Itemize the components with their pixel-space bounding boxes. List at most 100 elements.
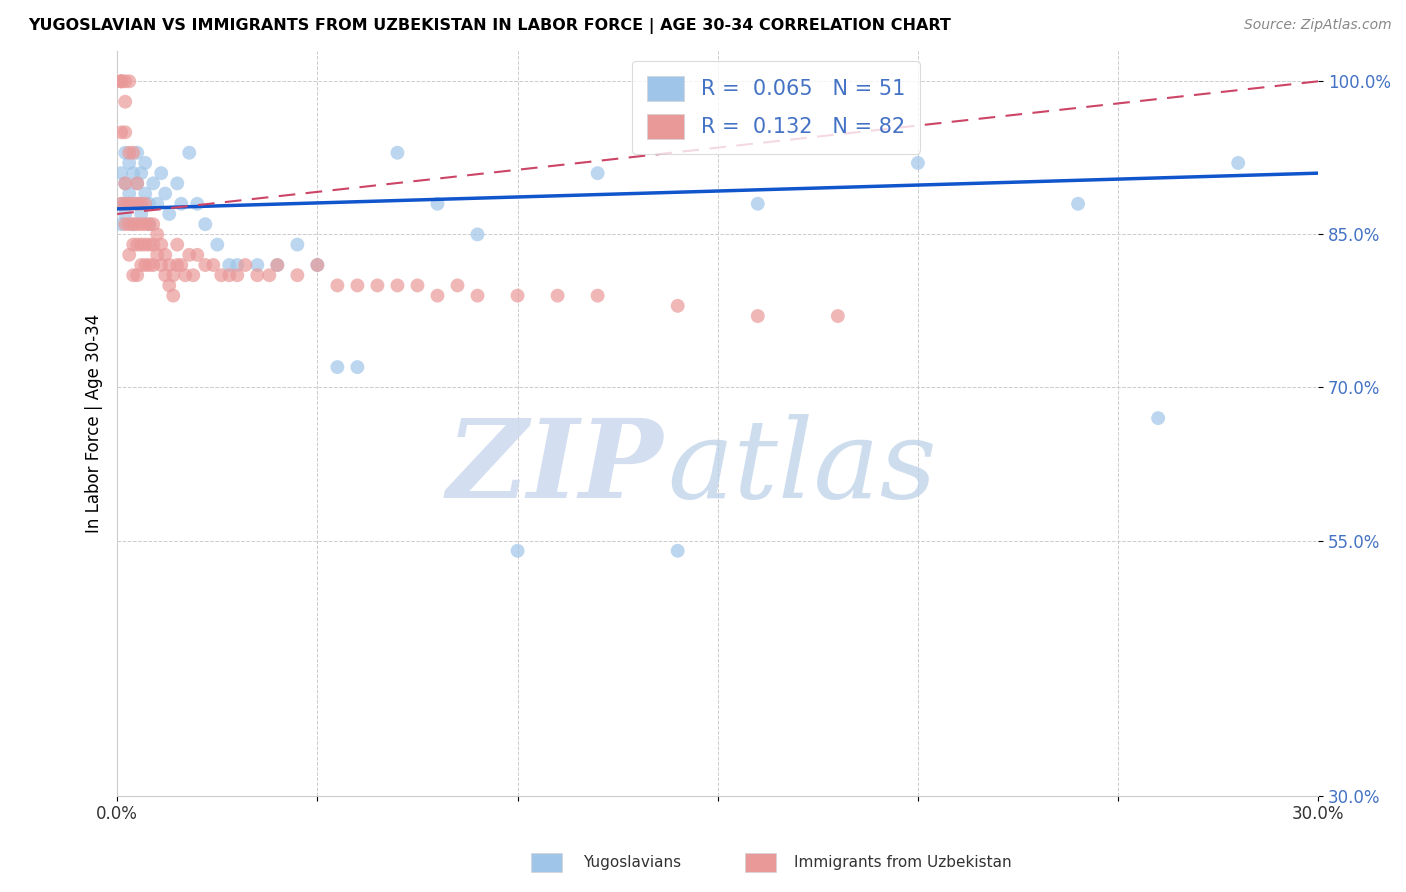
Point: [127, 217, 149, 231]
Point: [194, 258, 217, 272]
Point: [266, 258, 288, 272]
Legend: R =  0.065   N = 51, R =  0.132   N = 82: R = 0.065 N = 51, R = 0.132 N = 82: [633, 61, 920, 153]
Point: [146, 196, 169, 211]
Point: [129, 207, 152, 221]
Point: [346, 278, 368, 293]
Point: [179, 145, 201, 160]
Point: [666, 543, 689, 558]
Point: [246, 268, 269, 283]
Point: [150, 258, 173, 272]
Point: [1067, 196, 1090, 211]
Point: [155, 268, 177, 283]
Point: [118, 145, 141, 160]
Point: [827, 309, 849, 323]
Point: [110, 196, 132, 211]
Point: [155, 186, 177, 201]
Point: [387, 278, 409, 293]
Point: [346, 360, 368, 375]
Point: [138, 258, 160, 272]
Point: [387, 145, 409, 160]
Point: [218, 258, 240, 272]
Point: [233, 258, 256, 272]
Text: atlas: atlas: [668, 414, 936, 522]
Point: [218, 268, 240, 283]
Point: [162, 288, 184, 302]
Point: [181, 268, 204, 283]
Point: [259, 268, 281, 283]
Point: [157, 258, 180, 272]
Point: [166, 177, 188, 191]
Point: [166, 237, 188, 252]
Point: [142, 237, 165, 252]
Point: [138, 196, 160, 211]
Point: [666, 299, 689, 313]
Point: [134, 237, 156, 252]
Point: [114, 125, 136, 139]
Point: [134, 186, 156, 201]
Point: [186, 248, 208, 262]
Point: [122, 166, 145, 180]
Point: [426, 196, 449, 211]
Point: [138, 237, 160, 252]
Text: Immigrants from Uzbekistan: Immigrants from Uzbekistan: [794, 855, 1012, 870]
Point: [170, 258, 193, 272]
Point: [150, 166, 173, 180]
Point: [129, 217, 152, 231]
Point: [146, 227, 169, 242]
Point: [138, 217, 160, 231]
Point: [1147, 411, 1170, 425]
Point: [118, 74, 141, 88]
Point: [129, 166, 152, 180]
Point: [122, 217, 145, 231]
Point: [157, 207, 180, 221]
Point: [114, 74, 136, 88]
Point: [110, 217, 132, 231]
Point: [307, 258, 329, 272]
Point: [110, 74, 132, 88]
Point: [307, 258, 329, 272]
Point: [326, 360, 349, 375]
Text: Yugoslavians: Yugoslavians: [583, 855, 682, 870]
Point: [366, 278, 388, 293]
Point: [110, 74, 132, 88]
Point: [127, 196, 149, 211]
Point: [129, 196, 152, 211]
Point: [127, 237, 149, 252]
Point: [114, 177, 136, 191]
Point: [134, 258, 156, 272]
Point: [467, 227, 489, 242]
Point: [134, 156, 156, 170]
Point: [110, 166, 132, 180]
Point: [207, 237, 229, 252]
Point: [747, 196, 769, 211]
Point: [446, 278, 468, 293]
Point: [142, 258, 165, 272]
Point: [114, 207, 136, 221]
Point: [122, 145, 145, 160]
Point: [506, 543, 529, 558]
Point: [118, 196, 141, 211]
Point: [426, 288, 449, 302]
Point: [142, 217, 165, 231]
Point: [127, 196, 149, 211]
Text: ZIP: ZIP: [447, 414, 664, 522]
Point: [122, 237, 145, 252]
Point: [155, 248, 177, 262]
Point: [186, 196, 208, 211]
Point: [170, 196, 193, 211]
Point: [114, 177, 136, 191]
Point: [166, 258, 188, 272]
Point: [127, 177, 149, 191]
Point: [907, 156, 929, 170]
Point: [118, 196, 141, 211]
Text: YUGOSLAVIAN VS IMMIGRANTS FROM UZBEKISTAN IN LABOR FORCE | AGE 30-34 CORRELATION: YUGOSLAVIAN VS IMMIGRANTS FROM UZBEKISTA…: [28, 18, 950, 34]
Point: [506, 288, 529, 302]
Y-axis label: In Labor Force | Age 30-34: In Labor Force | Age 30-34: [86, 314, 103, 533]
Point: [1227, 156, 1250, 170]
Point: [118, 217, 141, 231]
Point: [246, 258, 269, 272]
Point: [129, 258, 152, 272]
Point: [129, 237, 152, 252]
Point: [285, 268, 308, 283]
Point: [110, 74, 132, 88]
